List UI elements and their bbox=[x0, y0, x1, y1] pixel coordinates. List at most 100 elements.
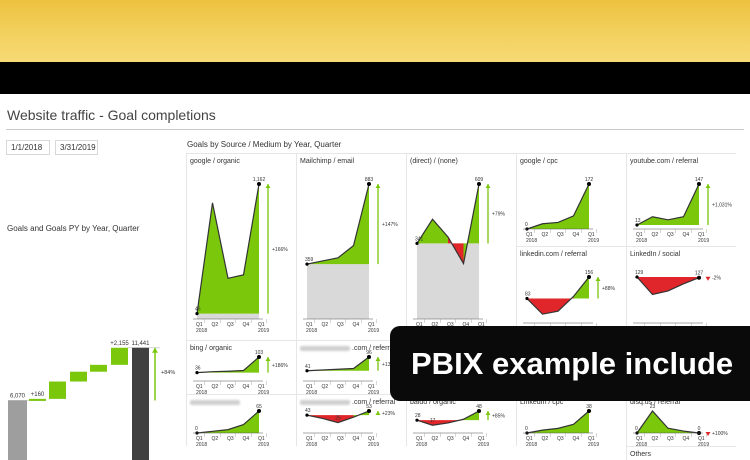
x-tick-label: Q1 bbox=[306, 322, 313, 328]
series-line bbox=[196, 410, 260, 434]
year-label-2019: 2019 bbox=[588, 238, 599, 244]
header-band-black bbox=[0, 62, 750, 94]
series-line bbox=[636, 276, 700, 296]
first-value-label: 41 bbox=[305, 364, 311, 370]
first-point bbox=[305, 369, 309, 373]
last-point bbox=[587, 182, 591, 186]
date-start-input[interactable]: 1/1/2018 bbox=[6, 140, 50, 155]
last-point bbox=[697, 275, 701, 280]
waterfall-bar-q3 bbox=[70, 371, 87, 382]
waterfall-bar-total bbox=[132, 347, 149, 460]
last-value-label: 609 bbox=[475, 177, 484, 183]
first-value-label: 83 bbox=[525, 292, 531, 298]
panel-mailchimp-email[interactable]: Mailchimp / email 359 883 +147% Q1 Q2 Q3 Q4 Q1 20… bbox=[296, 153, 406, 340]
waterfall-bar-q1-2019 bbox=[111, 347, 128, 365]
page-title: Website traffic - Goal completions bbox=[7, 107, 216, 123]
series-line bbox=[306, 183, 370, 265]
panel-direct-none[interactable]: (direct) / (none)341609+79%Q1Q2Q3Q4Q1201… bbox=[406, 153, 516, 340]
x-tick-label: Q3 bbox=[337, 322, 344, 328]
variance-area-segment bbox=[212, 202, 228, 314]
x-tick-label: Q3 bbox=[337, 436, 344, 442]
variance-arrow-head bbox=[705, 432, 711, 436]
panel-linkedin-cpc[interactable]: LinkedIn / cpc 0 38 Q1 Q2 Q3 Q4 Q1 2018 2019 bbox=[516, 394, 626, 447]
variance-area-segment bbox=[353, 184, 369, 265]
last-value-label: 883 bbox=[365, 177, 374, 183]
series-line bbox=[196, 183, 260, 314]
year-label-2018: 2018 bbox=[636, 442, 647, 447]
x-tick-label: Q2 bbox=[432, 436, 439, 442]
panel-linkedin-com-referral[interactable]: linkedin.com / referral83156+88%Q1Q2Q3Q4… bbox=[516, 246, 626, 340]
panel-label: LinkedIn / social bbox=[630, 251, 681, 258]
mid-value-label: 17 bbox=[430, 418, 436, 424]
redacted-label-blur bbox=[300, 345, 350, 351]
panel-others[interactable]: Others bbox=[626, 446, 736, 460]
series-line bbox=[526, 410, 590, 434]
last-value-label: 127 bbox=[695, 271, 704, 277]
panel-redacted-10[interactable]: .com / referral 43 53 25 +23% Q1 Q2 Q3 Q4 Q1 2018 2… bbox=[296, 394, 406, 447]
variance-area-segment bbox=[243, 184, 259, 314]
variance-area-segment bbox=[652, 411, 668, 433]
date-end-input[interactable]: 3/31/2019 bbox=[55, 140, 98, 155]
panel-bing-organic[interactable]: bing / organic 36 103 +186% Q1 Q2 Q3 Q4 Q1 2018 20… bbox=[186, 340, 296, 395]
variance-area-segment bbox=[683, 431, 699, 433]
last-value-label: 65 bbox=[256, 404, 262, 410]
panel-redacted-8[interactable]: .com / referral 41 96 +13 Q1 Q2 Q3 Q4 Q1 2018 2019 bbox=[296, 340, 406, 395]
x-tick-label: Q1 bbox=[588, 436, 595, 442]
first-point bbox=[305, 413, 309, 417]
panel-label: linkedin.com / referral bbox=[520, 251, 587, 258]
first-value-label: 0 bbox=[525, 426, 528, 432]
panel-google-cpc[interactable]: google / cpc 0 172 Q1 Q2 Q3 Q4 Q1 2018 2019 bbox=[516, 153, 626, 246]
x-tick-label: Q2 bbox=[542, 436, 549, 442]
variance-area-segment bbox=[432, 219, 448, 244]
x-tick-label: Q3 bbox=[227, 436, 234, 442]
x-tick-label: Q3 bbox=[227, 322, 234, 328]
x-tick-label: Q3 bbox=[667, 232, 674, 238]
x-tick-label: Q1 bbox=[636, 436, 643, 442]
last-point bbox=[367, 409, 371, 413]
x-tick-label: Q4 bbox=[353, 322, 360, 328]
last-value-label: 172 bbox=[585, 177, 594, 183]
panel-label: Mailchimp / email bbox=[300, 158, 355, 165]
last-point bbox=[257, 182, 261, 186]
x-tick-label: Q2 bbox=[212, 436, 219, 442]
x-tick-label: Q2 bbox=[322, 322, 329, 328]
last-value-label: 156 bbox=[585, 270, 594, 276]
variance-area-segment bbox=[432, 420, 448, 426]
series-line bbox=[306, 410, 370, 424]
year-label-2018: 2018 bbox=[526, 442, 537, 447]
panel-redacted-9[interactable]: 0 65 Q1 Q2 Q3 Q4 Q1 2018 2019 bbox=[186, 394, 296, 447]
x-tick-label: Q3 bbox=[667, 436, 674, 442]
x-tick-label: Q1 bbox=[196, 436, 203, 442]
variance-area-segment bbox=[558, 424, 574, 433]
panel-label: .com / referral bbox=[300, 399, 395, 406]
last-point bbox=[367, 355, 371, 359]
year-label-2018: 2018 bbox=[306, 442, 317, 447]
year-label-2018: 2018 bbox=[196, 328, 207, 334]
x-tick-label: Q1 bbox=[636, 232, 643, 238]
panel-disq-us-referral[interactable]: disq.us / referral 0 0 23 +100% Q1 Q2 Q3 Q4 Q1 201… bbox=[626, 394, 736, 447]
panel-youtube-com-referral[interactable]: youtube.com / referral 13 147 +1,031% Q1 Q2 Q3… bbox=[626, 153, 736, 246]
panel-baidu-organic[interactable]: baidu / organic 28 48 17 +85% Q1 Q2 Q3 Q4 Q1 2018 2… bbox=[406, 394, 516, 447]
first-point bbox=[635, 275, 639, 279]
panel-google-organic[interactable]: google / organic 46 1,162 +166% Q1 Q2 Q3 Q4 Q1 20… bbox=[186, 153, 296, 340]
variance-label: +1,031% bbox=[712, 203, 732, 209]
waterfall-chart: 6,070 +160 +2,155 11,441 +84% bbox=[8, 341, 175, 460]
panel-label: baidu / organic bbox=[410, 399, 456, 406]
series-line bbox=[636, 183, 700, 226]
variance-arrow-head bbox=[265, 357, 271, 361]
x-tick-label: Q2 bbox=[212, 384, 219, 390]
x-tick-label: Q1 bbox=[416, 322, 423, 328]
last-point bbox=[697, 182, 701, 186]
mid-value-label: 23 bbox=[650, 404, 656, 410]
redacted-label-blur bbox=[300, 399, 350, 405]
x-tick-label: Q1 bbox=[258, 384, 265, 390]
variance-area-segment bbox=[197, 431, 213, 433]
panel-label: bing / organic bbox=[190, 345, 233, 352]
variance-area-segment bbox=[573, 184, 589, 229]
first-point bbox=[195, 312, 199, 316]
x-tick-label: Q4 bbox=[243, 436, 250, 442]
